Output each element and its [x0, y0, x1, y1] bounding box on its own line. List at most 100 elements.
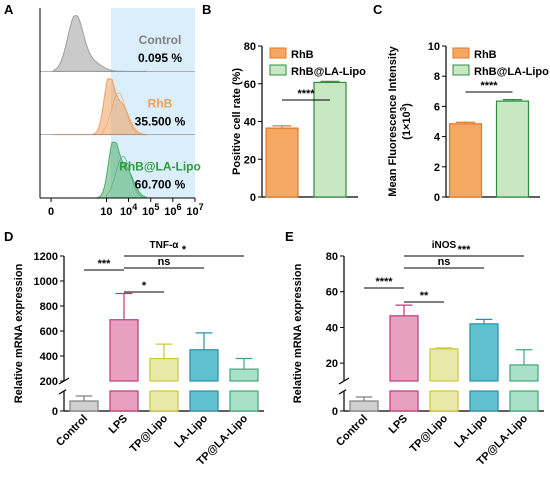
- x-tick-label-d: Control: [54, 413, 90, 449]
- bar-e-3: [469, 323, 499, 382]
- x-tick-label-e: Control: [334, 413, 370, 449]
- bar-lower-d-3: [189, 390, 219, 412]
- x-tick-exponent-a: 7: [199, 202, 204, 212]
- y-tick-label-e: 40: [326, 322, 338, 334]
- bar-d-4: [229, 368, 259, 382]
- bar-d-1: [109, 319, 139, 382]
- y-tick-label-d: 400: [40, 351, 58, 363]
- legend-swatch-c-1: [452, 64, 470, 76]
- y-tick-label-c: 0: [434, 192, 440, 204]
- x-tick-label-e: LPS: [386, 413, 410, 437]
- bar-lower-e-3: [469, 390, 499, 412]
- legend-swatch-b-1: [269, 64, 287, 76]
- panel-label-c: C: [373, 2, 383, 17]
- legend-label-c-1: RhB@LA-Lipo: [474, 66, 549, 78]
- bar-lower-e-1: [389, 390, 419, 412]
- group-name-0: Control: [139, 33, 182, 47]
- y-tick-label-b: 20: [244, 154, 256, 166]
- panel-title-e: iNOS: [432, 240, 457, 251]
- legend-label-c-0: RhB: [474, 49, 497, 61]
- bar-e-2: [429, 348, 459, 382]
- y-tick-label-d: 1200: [34, 251, 58, 263]
- axis-break-gap-e: [346, 382, 546, 390]
- sig-label-b: ****: [297, 88, 315, 100]
- y-tick-label-d: 600: [40, 326, 58, 338]
- y-tick-label-d: 1000: [34, 276, 58, 288]
- histogram-tail-1: [101, 92, 138, 135]
- y-tick-label-c: 2: [434, 162, 440, 174]
- legend-label-b-1: RhB@LA-Lipo: [291, 66, 366, 78]
- x-tick-label-a: 106: [164, 202, 181, 218]
- y-tick-label-d: 0: [52, 406, 58, 418]
- y-axis-label-c: Mean Fluorescence Intensity: [387, 45, 399, 196]
- bar-lower-e-2: [429, 390, 459, 412]
- sig-label-d: ***: [98, 258, 112, 270]
- group-value-1: 35.500 %: [135, 114, 186, 128]
- group-name-1: RhB: [148, 96, 173, 110]
- y-tick-label-d: 800: [40, 301, 58, 313]
- y-axis-label2-c: (1×103): [399, 103, 413, 140]
- x-tick-label-a: 0: [48, 206, 54, 218]
- x-tick-label-a: 107: [186, 202, 203, 218]
- bar-c-1: [495, 100, 530, 198]
- sig-label-e: **: [420, 290, 429, 302]
- bar-e-1: [389, 315, 419, 382]
- panel-label-e: E: [285, 229, 294, 244]
- bar-lower-d-2: [149, 390, 179, 412]
- sig-label-d: *: [182, 244, 187, 256]
- group-value-2: 60.700 %: [135, 178, 186, 192]
- panel-label-a: A: [4, 2, 14, 17]
- y-tick-label-e: 60: [326, 287, 338, 299]
- y-axis-label2-sup-c: 3: [399, 106, 408, 111]
- y-axis-label-e: Relative mRNA expression: [292, 263, 304, 403]
- bar-d-0: [69, 400, 99, 412]
- y-axis-label-d: Relative mRNA expression: [13, 263, 25, 403]
- bar-e-0: [349, 400, 379, 412]
- legend-label-b-0: RhB: [291, 49, 314, 61]
- y-tick-label-b: 0: [250, 192, 256, 204]
- x-tick-label-d: LPS: [106, 413, 130, 437]
- x-tick-exponent-a: 4: [132, 202, 137, 212]
- x-tick-exponent-a: 5: [154, 202, 159, 212]
- axis-break-mark-e: [338, 377, 350, 385]
- x-tick-exponent-a: 6: [176, 202, 181, 212]
- y-tick-label-c: 10: [428, 41, 440, 53]
- bar-e-4: [509, 364, 539, 382]
- x-tick-label-a: 105: [142, 202, 159, 218]
- y-tick-label-c: 8: [434, 71, 440, 83]
- bar-d-3: [189, 349, 219, 382]
- sig-label-d: *: [142, 280, 147, 292]
- bar-b-1: [313, 81, 347, 198]
- sig-label-e: ****: [375, 276, 393, 288]
- x-tick-label-d: LA-Lipo: [172, 412, 210, 450]
- bar-d-2: [149, 357, 179, 382]
- x-tick-label-a: 104: [120, 202, 137, 218]
- x-tick-label-e: LA-Lipo: [452, 412, 490, 450]
- bar-lower-d-4: [229, 390, 259, 412]
- y-tick-label-b: 40: [244, 117, 256, 129]
- sig-label-c: ****: [480, 80, 498, 92]
- histogram-tail-2: [106, 155, 143, 199]
- panel-label-b: B: [202, 2, 211, 17]
- y-axis-label2-end-c: ): [401, 103, 413, 107]
- bar-lower-e-4: [509, 390, 539, 412]
- y-tick-label-c: 6: [434, 101, 440, 113]
- legend-swatch-b-0: [269, 47, 287, 59]
- panel-label-d: D: [4, 229, 13, 244]
- x-tick-label-a: 10: [100, 206, 112, 218]
- y-tick-label-c: 4: [434, 132, 441, 144]
- x-tick-label-e: TP@Lipo: [408, 412, 451, 455]
- group-value-0: 0.095 %: [138, 51, 182, 65]
- y-tick-label-e: 0: [332, 406, 338, 418]
- bar-lower-d-1: [109, 390, 139, 412]
- y-tick-label-b: 60: [244, 79, 256, 91]
- legend-swatch-c-0: [452, 47, 470, 59]
- y-tick-label-e: 20: [326, 358, 338, 370]
- y-tick-label-d: 200: [40, 376, 58, 388]
- bar-c-0: [448, 123, 483, 198]
- x-tick-label-d: TP@Lipo: [128, 412, 171, 455]
- group-name-2: RhB@LA-Lipo: [119, 160, 201, 174]
- sig-label-e: ***: [458, 244, 472, 256]
- sig-label-d: ns: [158, 256, 171, 268]
